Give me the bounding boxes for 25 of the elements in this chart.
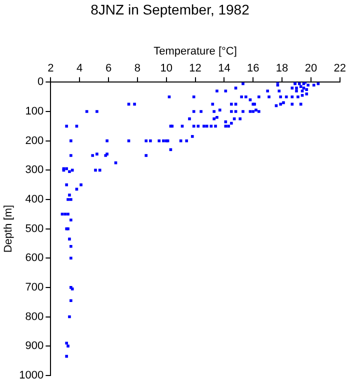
- x-tick-label: 8: [134, 62, 140, 75]
- x-tick-label: 6: [105, 62, 112, 75]
- y-tick-label: 400: [25, 194, 44, 206]
- x-tick-label: 12: [189, 62, 202, 75]
- x-tick-label: 16: [246, 62, 260, 75]
- y-tick-label: 900: [25, 340, 44, 352]
- x-tick-label: 2: [48, 62, 54, 75]
- y-axis-title: Depth [m]: [2, 204, 15, 253]
- x-axis-title: Temperature [°C]: [154, 45, 237, 58]
- x-tick-label: 10: [160, 62, 172, 75]
- y-tick-label: 0: [38, 76, 44, 88]
- y-tick-label: 100: [25, 106, 44, 118]
- y-tick-label: 800: [25, 310, 44, 323]
- x-tick-label: 14: [218, 62, 230, 75]
- x-tick-label: 18: [276, 62, 288, 75]
- x-tick-label: 4: [76, 62, 83, 75]
- x-tick-label: 20: [304, 62, 318, 75]
- y-tick-label: 500: [25, 222, 44, 235]
- chart-title: 8JNZ in September, 1982: [90, 1, 250, 18]
- x-tick-label: 22: [334, 62, 346, 75]
- y-tick-label: 600: [25, 252, 44, 264]
- y-tick-label: 1000: [19, 369, 44, 382]
- y-tick-label: 300: [25, 164, 44, 176]
- y-tick-label: 200: [25, 134, 44, 147]
- y-tick-label: 700: [25, 281, 44, 294]
